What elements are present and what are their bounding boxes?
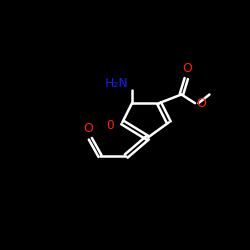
Text: H₂N: H₂N xyxy=(104,78,128,90)
Text: O: O xyxy=(84,122,93,135)
Text: O: O xyxy=(196,97,206,110)
Text: O: O xyxy=(182,62,192,75)
Text: O: O xyxy=(106,119,114,132)
